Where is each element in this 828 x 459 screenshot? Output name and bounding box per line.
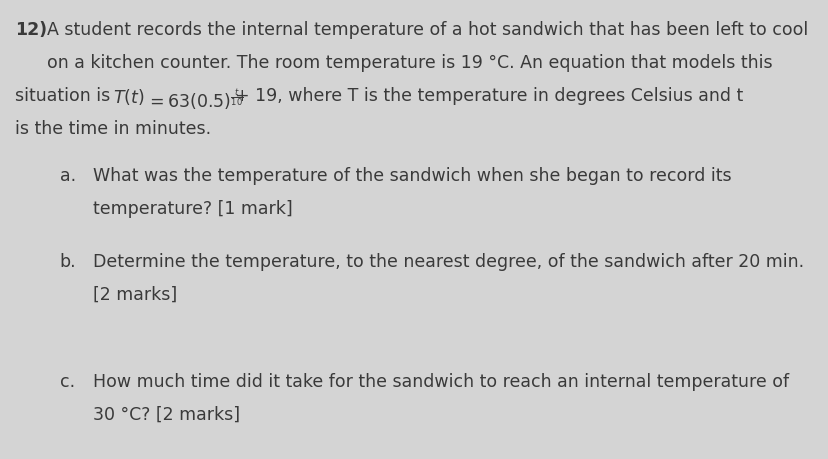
Text: c.: c. [60, 372, 75, 390]
Text: $= 63(0.5)^{\frac{t}{10}}$: $= 63(0.5)^{\frac{t}{10}}$ [146, 87, 243, 112]
Text: $T(t)$: $T(t)$ [113, 87, 144, 106]
Text: + 19, where T is the temperature in degrees Celsius and t: + 19, where T is the temperature in degr… [234, 87, 742, 105]
Text: 30 °C? [2 marks]: 30 °C? [2 marks] [93, 405, 239, 423]
Text: a.: a. [60, 166, 75, 184]
Text: on a kitchen counter. The room temperature is 19 °C. An equation that models thi: on a kitchen counter. The room temperatu… [47, 54, 772, 72]
Text: [2 marks]: [2 marks] [93, 285, 177, 303]
Text: 12): 12) [15, 21, 47, 39]
Text: is the time in minutes.: is the time in minutes. [15, 120, 211, 138]
Text: b.: b. [60, 252, 76, 270]
Text: A student records the internal temperature of a hot sandwich that has been left : A student records the internal temperatu… [47, 21, 807, 39]
Text: How much time did it take for the sandwich to reach an internal temperature of: How much time did it take for the sandwi… [93, 372, 788, 390]
Text: Determine the temperature, to the nearest degree, of the sandwich after 20 min.: Determine the temperature, to the neares… [93, 252, 803, 270]
Text: situation is: situation is [15, 87, 116, 105]
Text: What was the temperature of the sandwich when she began to record its: What was the temperature of the sandwich… [93, 166, 730, 184]
Text: temperature? [1 mark]: temperature? [1 mark] [93, 199, 292, 217]
